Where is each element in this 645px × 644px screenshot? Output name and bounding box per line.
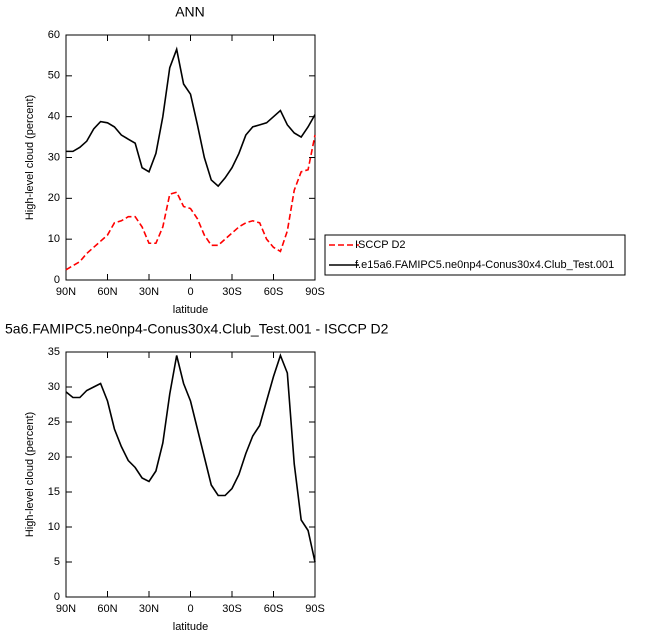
y-tick-label: 0: [54, 591, 60, 603]
x-tick-label: 90S: [305, 603, 325, 615]
y-tick-label: 60: [48, 29, 60, 41]
x-tick-label: 60S: [264, 603, 284, 615]
x-tick-label: 90N: [56, 286, 76, 298]
x-tick-label: 90S: [305, 286, 325, 298]
x-tick-label: 60N: [97, 603, 117, 615]
y-tick-label: 5: [54, 556, 60, 568]
chart-title: 5a6.FAMIPC5.ne0np4-Conus30x4.Club_Test.0…: [5, 321, 389, 337]
chart-title: ANN: [175, 4, 205, 20]
y-tick-label: 30: [48, 381, 60, 393]
x-tick-label: 30N: [139, 286, 159, 298]
y-tick-label: 20: [48, 192, 60, 204]
x-tick-label: 60N: [97, 286, 117, 298]
y-tick-label: 35: [48, 346, 60, 358]
y-axis-label: High-level cloud (percent): [24, 95, 36, 220]
legend-label: ISCCP D2: [355, 239, 406, 251]
x-tick-label: 0: [187, 603, 193, 615]
x-tick-label: 60S: [264, 286, 284, 298]
data-line: [65, 353, 316, 563]
y-tick-label: 25: [48, 416, 60, 428]
y-axis-label: High-level cloud (percent): [24, 412, 36, 537]
y-tick-label: 50: [48, 70, 60, 82]
y-tick-label: 20: [48, 451, 60, 463]
x-tick-label: 30S: [222, 603, 242, 615]
data-line: [66, 46, 316, 188]
x-tick-label: 30S: [222, 286, 242, 298]
x-axis-label: latitude: [173, 304, 208, 316]
y-tick-label: 10: [48, 233, 60, 245]
x-tick-label: 0: [187, 286, 193, 298]
plot-frame: [65, 34, 316, 281]
x-tick-label: 30N: [139, 603, 159, 615]
x-axis-label: latitude: [173, 621, 208, 633]
y-tick-label: 15: [48, 486, 60, 498]
y-tick-label: 40: [48, 111, 60, 123]
y-tick-label: 0: [54, 274, 60, 286]
legend-label: f.e15a6.FAMIPC5.ne0np4-Conus30x4.Club_Te…: [355, 259, 614, 271]
y-tick-label: 10: [48, 521, 60, 533]
y-tick-label: 30: [48, 151, 60, 163]
data-line: [65, 134, 316, 271]
x-tick-label: 90N: [56, 603, 76, 615]
legend-box: [324, 234, 626, 276]
